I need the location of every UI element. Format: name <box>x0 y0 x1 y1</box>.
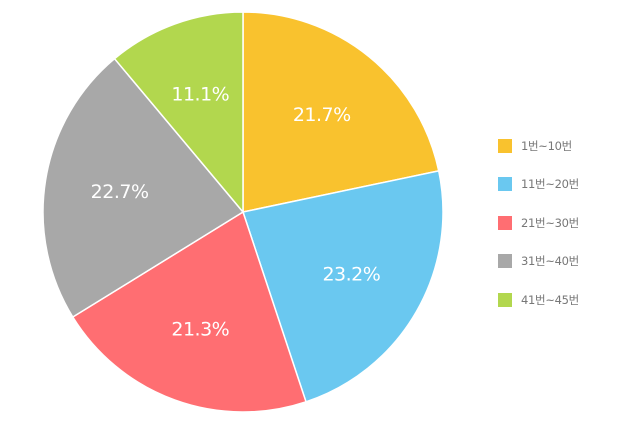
legend-label: 11번~20번 <box>521 177 579 191</box>
pie-slices <box>42 11 444 413</box>
pie-slice <box>72 211 307 413</box>
legend-item: 41번~45번 <box>498 290 618 309</box>
pie-slice <box>242 170 444 403</box>
legend-item: 1번~10번 <box>498 136 618 155</box>
slice-value-label: 21.3% <box>171 318 229 340</box>
slice-value-label: 11.1% <box>171 84 229 106</box>
pie-slice <box>113 11 244 213</box>
slice-value-label: 23.2% <box>322 263 380 285</box>
legend-swatch <box>498 215 512 230</box>
legend-label: 1번~10번 <box>521 138 572 153</box>
chart-legend: 1번~10번 11번~20번 21번~30번 31번~40번 41번~45번 <box>498 136 618 329</box>
slice-value-label: 22.7% <box>91 181 149 203</box>
pie-value-labels: 21.7% 23.2% 21.3% 22.7% 11.1% <box>91 84 381 341</box>
legend-swatch <box>498 292 512 307</box>
pie-slice <box>242 11 440 213</box>
legend-item: 21번~30번 <box>498 213 618 232</box>
legend-swatch <box>498 177 512 191</box>
slice-value-label: 21.7% <box>293 104 351 126</box>
legend-swatch <box>498 254 512 268</box>
legend-label: 21번~30번 <box>521 215 579 230</box>
legend-label: 41번~45번 <box>521 292 579 307</box>
legend-item: 11번~20번 <box>498 175 618 194</box>
pie-slice <box>42 57 244 318</box>
legend-item: 31번~40번 <box>498 252 618 271</box>
legend-swatch <box>498 138 512 153</box>
legend-label: 31번~40번 <box>521 254 579 268</box>
